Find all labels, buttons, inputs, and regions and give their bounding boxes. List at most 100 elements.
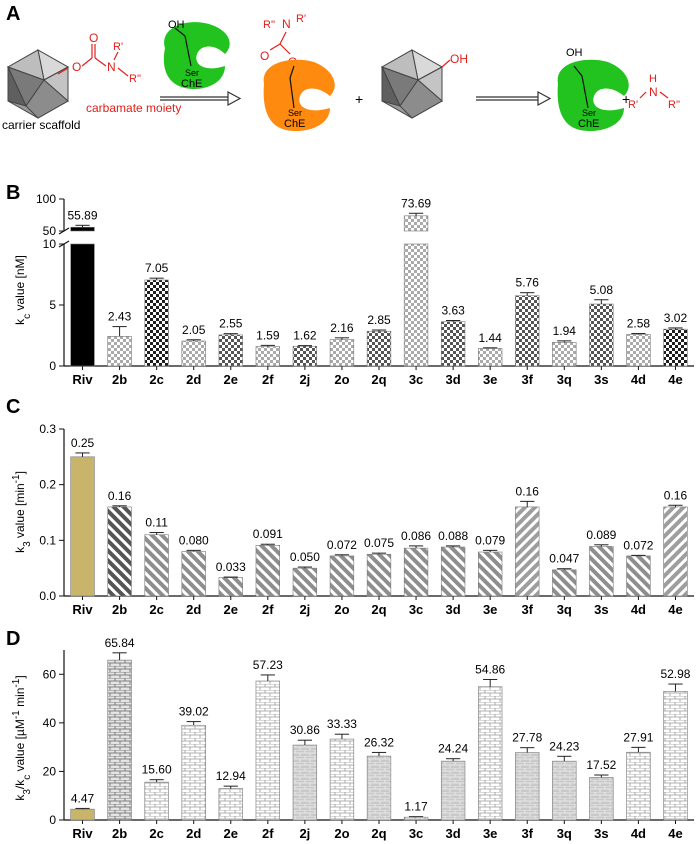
panel-d-data-label: 39.02: [179, 705, 209, 719]
panel-b-data-label: 2.43: [108, 310, 132, 324]
panel-c-data-label: 0.079: [475, 533, 505, 547]
panel-d-bar-4e: [663, 691, 688, 821]
panel-c-data-label: 0.091: [253, 527, 283, 541]
panel-d-y-tick-label: 60: [43, 667, 57, 681]
released-amine: H N R' R'': [628, 73, 680, 111]
panel-c-bar-3f: [515, 506, 540, 597]
panel-b-bar-3c: [403, 243, 429, 367]
panel-c-axes: 0.0 0.1 0.2 0.3 Riv 2b 2c 2d 2e 2f 2j 2o 2q 3c 3d 3e 3f 3…: [39, 422, 694, 617]
reaction-arrow-1: [160, 90, 242, 107]
panel-c-bar-4e: [663, 506, 688, 597]
panel-d-bar-2q: [366, 755, 392, 821]
panel-b-category-label: 2e: [224, 372, 238, 387]
panel-d-label: D: [6, 628, 20, 650]
serine-label: Ser: [288, 108, 302, 118]
panel-d-bar-3c: [403, 816, 429, 821]
panel-b-bar-3s: [589, 303, 614, 367]
amine-nitrogen: N: [649, 85, 658, 99]
carbamate-r1: R': [113, 41, 123, 53]
panel-b-data-label: 2.05: [182, 323, 206, 337]
panel-c-category-label: 4e: [668, 602, 682, 617]
panel-d-data-label: 24.24: [438, 742, 468, 756]
panel-d-bar-2f: [255, 680, 280, 821]
panel-d-data-label: 27.91: [623, 730, 653, 744]
product-r2: R'': [263, 19, 275, 31]
panel-c-y-tick-label: 0.0: [39, 589, 56, 603]
panel-d-data-label: 52.98: [660, 667, 690, 681]
panel-b-data-label: 7.05: [145, 261, 169, 275]
panel-d-category-label: 2q: [371, 826, 386, 841]
panel-d-category-label: 3d: [446, 826, 461, 841]
panel-b-data-label: 2.55: [219, 317, 243, 331]
panel-b-bar-2o: [329, 339, 355, 367]
regenerated-enzyme-icon: Ser ChE: [557, 59, 629, 132]
panel-d-category-label: Riv: [72, 826, 93, 841]
panel-b-category-label: 3f: [521, 372, 533, 387]
panel-c-data-label: 0.047: [549, 552, 579, 566]
panel-b-bar-2q: [366, 330, 392, 367]
panel-d-bar-3e: [478, 686, 503, 821]
carrier-scaffold-icon: [6, 49, 70, 119]
panel-c-category-label: 2j: [299, 602, 310, 617]
panel-c-bar-2d: [181, 551, 206, 597]
panel-d-category-label: 3s: [594, 826, 608, 841]
panel-d-category-label: 2f: [262, 826, 274, 841]
panel-d-bar-2c: [144, 781, 169, 821]
panel-d-data-label: 1.17: [404, 800, 428, 814]
panel-c-data-label: 0.072: [623, 538, 653, 552]
panel-c-category-label: 2q: [371, 602, 386, 617]
panel-d-data-label: 26.32: [364, 735, 394, 749]
panel-c-data-label: 0.075: [364, 536, 394, 550]
panel-d-category-label: 2d: [186, 826, 201, 841]
panel-c-category-label: 3q: [557, 602, 572, 617]
panel-b-bar-3f: [515, 295, 540, 367]
enzyme-label: ChE: [578, 118, 599, 130]
panel-d-bar-2e: [218, 788, 243, 821]
panel-c-data-label: 0.16: [108, 489, 132, 503]
panel-d-bar-4d: [626, 751, 651, 821]
panel-d-data-label: 27.78: [512, 731, 542, 745]
panel-d-category-label: 3c: [409, 826, 423, 841]
carrier-scaffold-label: carrier scaffold: [2, 118, 80, 132]
product-r1: R': [296, 13, 306, 25]
panel-d-category-label: 2c: [149, 826, 163, 841]
panel-b-data-label: 2.85: [367, 313, 391, 327]
reaction-arrow-2: [476, 90, 552, 107]
panel-b-data-label: 1.62: [293, 329, 317, 343]
panel-c-data-label: 0.080: [179, 533, 209, 547]
panel-d-data-label: 4.47: [71, 791, 95, 805]
panel-c-data-label: 0.072: [327, 538, 357, 552]
panel-b-data-label: 2.16: [330, 321, 354, 335]
panel-b-data-label: 5.08: [590, 283, 614, 297]
panel-c-data-label: 0.033: [216, 560, 246, 574]
serine-hydroxyl-2: OH: [566, 47, 583, 59]
panel-d-data-label: 30.86: [290, 723, 320, 737]
panel-b-data-label: 55.89: [68, 208, 98, 222]
panel-d: D 0 20 40 60 Riv 2b 2c 2d 2e 2f 2j 2o 2q 3c 3d 3e 3f 3q 3s…: [6, 628, 694, 841]
panel-d-bar-2j: [292, 744, 318, 821]
panel-c-category-label: 3s: [594, 602, 608, 617]
panel-c-data-label: 0.11: [145, 516, 168, 530]
panel-b-data-label: 3.02: [664, 311, 688, 325]
panel-c-data-label: 0.086: [401, 529, 431, 543]
panel-d-data-label: 65.84: [105, 636, 135, 650]
panel-b-category-label: 4d: [631, 372, 646, 387]
hydroxy-scaffold-icon: [380, 49, 451, 119]
panel-d-bar-3s: [589, 777, 614, 821]
panel-c-bar-2q: [366, 553, 392, 597]
panel-c-category-label: 2e: [224, 602, 238, 617]
panel-b-data-label: 1.44: [478, 331, 502, 345]
panel-b-y-axis-label: kc value [nM]: [13, 255, 33, 325]
panel-b-category-label: 2j: [299, 372, 310, 387]
panel-d-category-label: 3f: [521, 826, 533, 841]
panel-c-category-label: 2b: [112, 602, 127, 617]
panel-c-bar-3c: [403, 547, 429, 597]
panel-b-data-label: 1.59: [256, 328, 280, 342]
panel-b-category-label: 3d: [446, 372, 461, 387]
panel-b-bar-2j: [292, 345, 318, 367]
panel-b-y-tick-label: 5: [49, 298, 56, 312]
panel-c-data-label: 0.088: [438, 529, 468, 543]
panel-c-bar-Riv: [70, 456, 95, 597]
panel-d-y-tick-label: 20: [43, 764, 57, 778]
